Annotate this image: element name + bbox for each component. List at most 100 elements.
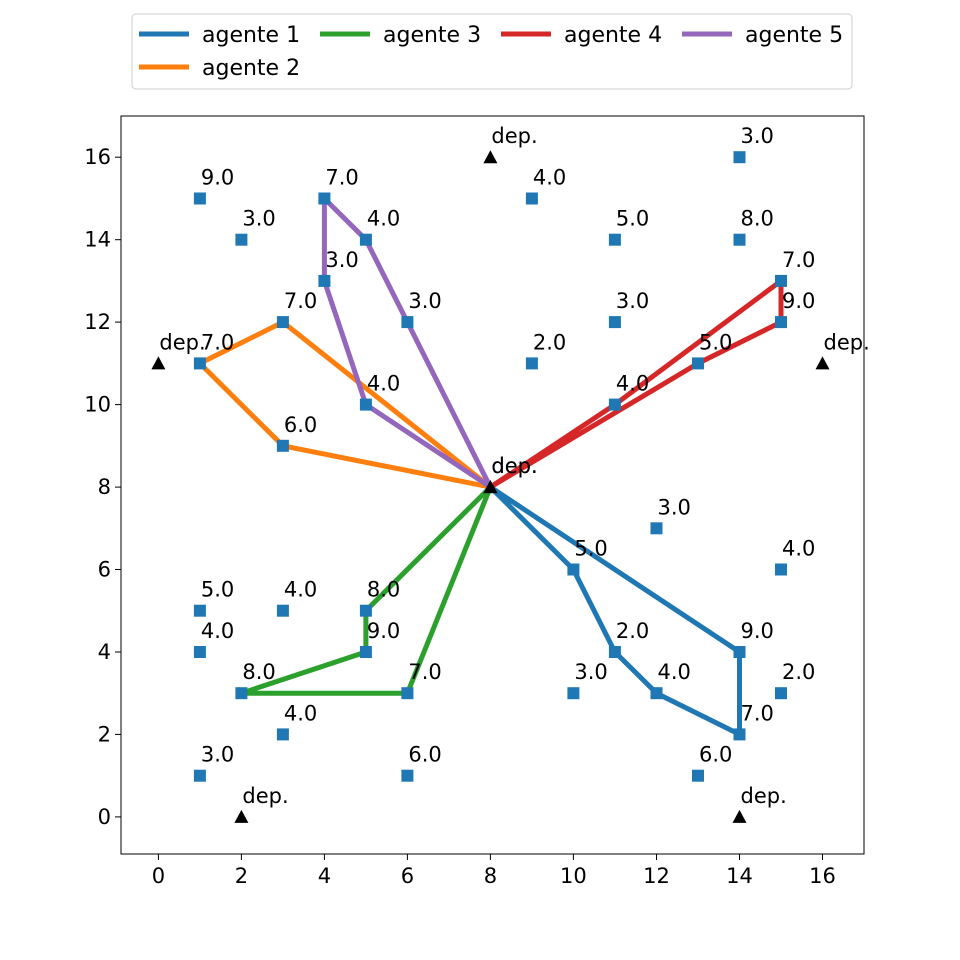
customer-marker (401, 769, 414, 782)
legend-label-agente-3: agente 3 (383, 23, 481, 48)
customer-label: 8.0 (367, 578, 400, 602)
customer-label: 7.0 (325, 166, 358, 190)
customer-marker (359, 233, 372, 246)
customer-label: 2.0 (533, 330, 566, 354)
x-tick-label: 0 (152, 864, 165, 888)
customer-label: 4.0 (367, 207, 400, 231)
x-axis: 0 2 4 6 8 10 12 14 16 (152, 854, 836, 888)
customer-marker (276, 439, 289, 452)
customer-marker (235, 233, 248, 246)
legend-label-agente-2: agente 2 (202, 56, 300, 81)
depot-label: dep. (741, 784, 787, 808)
customer-label: 4.0 (201, 619, 234, 643)
customer-label: 4.0 (533, 166, 566, 190)
customer-label: 5.0 (574, 537, 607, 561)
customer-marker (401, 687, 414, 700)
customer-label: 7.0 (201, 330, 234, 354)
y-tick-label: 12 (84, 310, 111, 334)
customer-marker (318, 192, 331, 205)
y-tick-label: 14 (84, 228, 111, 252)
customer-marker (733, 728, 746, 741)
customer-label: 3.0 (616, 289, 649, 313)
x-tick-label: 4 (318, 864, 331, 888)
depot-marker (151, 356, 166, 370)
x-tick-label: 12 (643, 864, 670, 888)
legend: agente 1 agente 3 agente 4 agente 5 agen… (131, 13, 853, 90)
customer-label: 3.0 (408, 289, 441, 313)
customer-label: 8.0 (242, 660, 275, 684)
x-tick-label: 6 (401, 864, 414, 888)
customer-marker (567, 563, 580, 576)
customer-marker (359, 646, 372, 658)
legend-label-agente-4: agente 4 (564, 23, 662, 48)
customer-marker (193, 357, 206, 370)
customer-marker (235, 687, 248, 700)
customer-marker (359, 398, 372, 411)
x-tick-label: 14 (726, 864, 753, 888)
depot-label: dep. (824, 330, 870, 354)
point-labels: 3.0 9.0 7.0 4.0 3.0 4.0 5.0 8.0 3.0 7.0 7.0 3.0 3.0 9… (159, 124, 869, 808)
customer-label: 5.0 (201, 578, 234, 602)
depot-label: dep. (159, 330, 205, 354)
legend-label-agente-1: agente 1 (202, 23, 300, 48)
customer-label: 9.0 (782, 289, 815, 313)
customer-label: 6.0 (284, 413, 317, 437)
customer-label: 9.0 (741, 619, 774, 643)
customer-marker (733, 151, 746, 164)
customer-marker (692, 769, 704, 782)
customer-label: 4.0 (284, 578, 317, 602)
customer-label: 6.0 (408, 743, 441, 767)
customer-marker (775, 274, 787, 287)
customer-marker (608, 316, 621, 329)
depot-marker (234, 809, 249, 823)
customer-marker (608, 398, 621, 411)
customer-marker (567, 687, 580, 700)
y-axis: 0 2 4 6 8 10 12 14 16 (84, 145, 121, 829)
customer-marker (401, 316, 414, 329)
customer-marker (318, 274, 331, 287)
customer-marker (650, 687, 663, 700)
customer-marker (608, 233, 621, 246)
x-tick-label: 10 (560, 864, 587, 888)
customer-marker (775, 687, 787, 700)
depot-marker (815, 356, 830, 370)
depot-points (151, 150, 830, 823)
legend-label-agente-5: agente 5 (745, 23, 843, 48)
depot-label: dep. (491, 454, 537, 478)
customer-marker (733, 233, 746, 246)
y-tick-label: 10 (84, 393, 111, 417)
y-tick-label: 6 (98, 558, 111, 582)
customer-points (193, 151, 787, 782)
customer-label: 4.0 (616, 372, 649, 396)
customer-label: 7.0 (741, 701, 774, 725)
customer-marker (193, 769, 206, 782)
customer-label: 2.0 (782, 660, 815, 684)
depot-marker (483, 480, 498, 494)
customer-label: 7.0 (408, 660, 441, 684)
customer-label: 3.0 (242, 207, 275, 231)
customer-marker (608, 646, 621, 658)
customer-label: 4.0 (782, 537, 815, 561)
depot-label: dep. (242, 784, 288, 808)
customer-label: 4.0 (658, 660, 691, 684)
customer-label: 2.0 (616, 619, 649, 643)
x-tick-label: 2 (235, 864, 248, 888)
depot-label: dep. (491, 454, 537, 478)
y-tick-label: 2 (98, 722, 111, 746)
y-tick-label: 8 (98, 475, 111, 499)
customer-label: 3.0 (574, 660, 607, 684)
customer-marker (775, 316, 787, 329)
customer-label: 9.0 (367, 619, 400, 643)
customer-label: 3.0 (201, 743, 234, 767)
customer-label: 6.0 (699, 743, 732, 767)
customer-marker (650, 522, 663, 535)
customer-label: 8.0 (741, 207, 774, 231)
legend-frame (131, 13, 853, 90)
customer-label: 3.0 (741, 124, 774, 148)
customer-marker (193, 192, 206, 205)
customer-label: 4.0 (284, 701, 317, 725)
customer-label: 5.0 (616, 207, 649, 231)
customer-marker (276, 728, 289, 741)
customer-marker (775, 563, 787, 576)
